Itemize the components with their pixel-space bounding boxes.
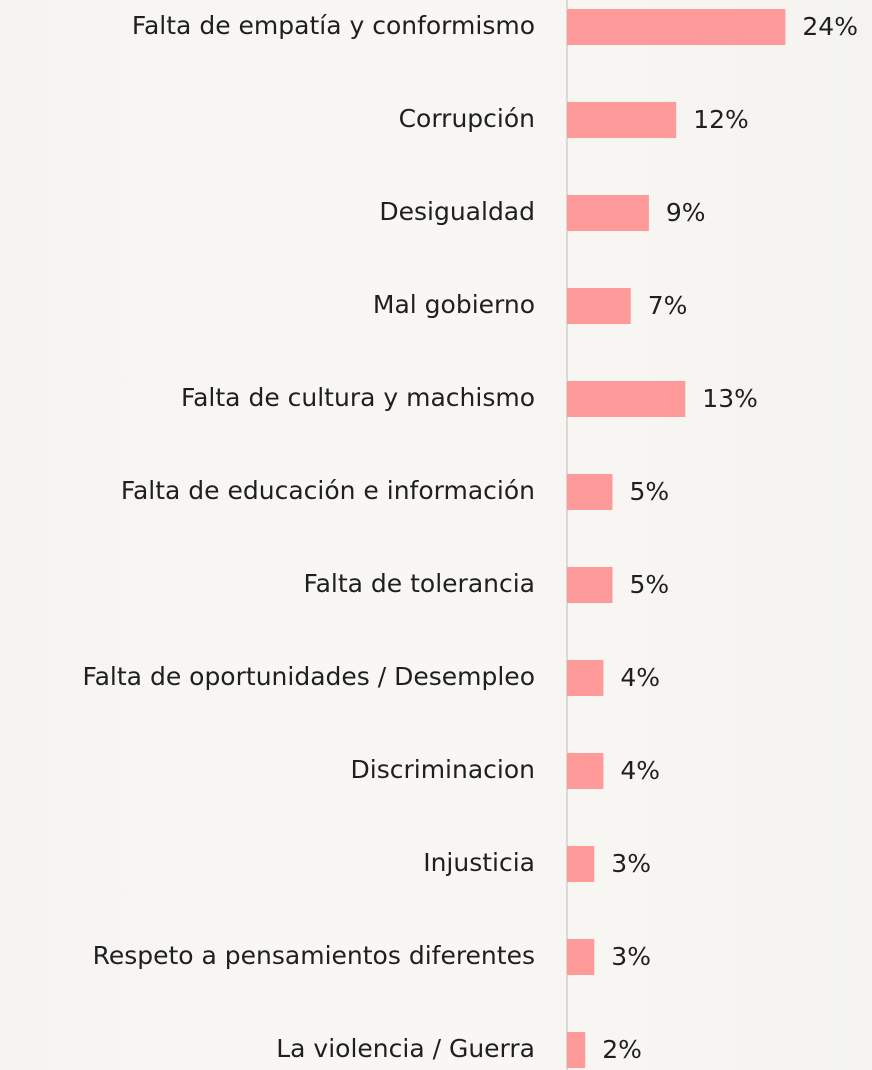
value-label: 5%: [630, 570, 670, 599]
bar: [567, 381, 686, 417]
bar: [567, 1032, 586, 1068]
bar: [567, 753, 604, 789]
category-label: Discriminacion: [351, 755, 536, 784]
category-label: La violencia / Guerra: [276, 1034, 535, 1063]
category-label: Falta de empatía y conformismo: [132, 11, 535, 40]
value-label: 2%: [602, 1035, 642, 1064]
bar: [567, 939, 595, 975]
bar: [567, 9, 786, 45]
bar: [567, 288, 631, 324]
category-label: Falta de tolerancia: [304, 569, 536, 598]
category-label: Injusticia: [423, 848, 535, 877]
bar: [567, 195, 649, 231]
bar: [567, 567, 613, 603]
value-label: 4%: [620, 663, 660, 692]
bar: [567, 846, 595, 882]
category-label: Desigualdad: [379, 197, 535, 226]
bar: [567, 102, 677, 138]
value-label: 12%: [693, 105, 749, 134]
category-label: Falta de oportunidades / Desempleo: [83, 662, 535, 691]
value-label: 7%: [648, 291, 688, 320]
bar: [567, 660, 604, 696]
category-label: Falta de cultura y machismo: [181, 383, 535, 412]
value-label: 13%: [702, 384, 758, 413]
category-label: Respeto a pensamientos diferentes: [93, 941, 535, 970]
category-label: Corrupción: [399, 104, 535, 133]
value-label: 24%: [802, 12, 858, 41]
value-label: 5%: [630, 477, 670, 506]
category-label: Mal gobierno: [373, 290, 535, 319]
value-label: 9%: [666, 198, 706, 227]
bar: [567, 474, 613, 510]
value-label: 4%: [620, 756, 660, 785]
value-label: 3%: [611, 849, 651, 878]
category-label: Falta de educación e información: [121, 476, 535, 505]
value-label: 3%: [611, 942, 651, 971]
